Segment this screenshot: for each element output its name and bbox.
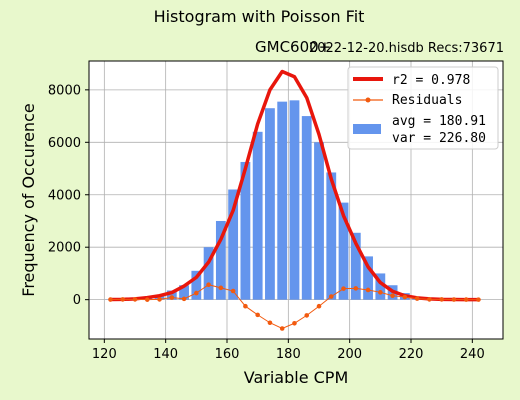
residual-point bbox=[169, 295, 175, 300]
residual-point bbox=[181, 296, 187, 302]
y-tick-label: 8000 bbox=[48, 83, 81, 98]
legend-var-label: var = 226.80 bbox=[392, 131, 486, 146]
histogram-bar bbox=[215, 220, 226, 300]
chart-file-label: 2022-12-20.hisdb Recs:73671 bbox=[309, 41, 504, 56]
residual-point bbox=[304, 313, 310, 318]
residual-point bbox=[414, 296, 420, 301]
residual-point bbox=[328, 294, 334, 299]
legend: r2 = 0.978 Residuals avg = 180.91 var = … bbox=[347, 66, 499, 150]
residual-point bbox=[144, 297, 150, 302]
histogram-bar bbox=[301, 116, 312, 300]
histogram-bar bbox=[179, 285, 189, 300]
histogram-bar bbox=[203, 247, 214, 300]
chart-title: Histogram with Poisson Fit bbox=[154, 7, 365, 26]
y-tick-label: 4000 bbox=[48, 188, 81, 203]
histogram-bar bbox=[338, 202, 349, 300]
x-tick-label: 140 bbox=[153, 347, 178, 362]
residual-point bbox=[439, 297, 444, 302]
histogram-bar bbox=[289, 100, 300, 300]
y-tick-label: 0 bbox=[73, 293, 81, 308]
residuals-layer bbox=[108, 282, 481, 331]
chart-device-label: GMC600+ bbox=[255, 38, 331, 56]
residual-point bbox=[206, 282, 211, 288]
residual-point bbox=[316, 303, 322, 309]
histogram-bar bbox=[277, 101, 288, 300]
x-tick-label: 120 bbox=[92, 347, 117, 362]
y-tick-label: 2000 bbox=[48, 241, 81, 256]
residual-point bbox=[463, 297, 469, 302]
histogram-bar bbox=[228, 189, 239, 300]
ticks-layer: 120 140 160 180 200 220 240 0 2000 4000 6000 8000 bbox=[48, 83, 485, 362]
legend-box bbox=[347, 66, 499, 150]
residual-point bbox=[353, 286, 359, 291]
histogram-bar bbox=[240, 161, 251, 300]
histogram-bar bbox=[191, 270, 202, 300]
histogram-bar bbox=[363, 256, 373, 300]
residual-point bbox=[427, 297, 432, 302]
histogram-bar bbox=[375, 273, 386, 300]
legend-residuals-label: Residuals bbox=[392, 93, 462, 108]
residual-point bbox=[132, 297, 138, 302]
residual-point bbox=[341, 286, 346, 291]
x-tick-label: 160 bbox=[215, 347, 240, 362]
legend-residuals-marker bbox=[365, 97, 371, 103]
y-tick-label: 6000 bbox=[48, 136, 81, 151]
x-tick-label: 200 bbox=[337, 347, 362, 362]
x-axis-label: Variable CPM bbox=[244, 368, 349, 387]
histogram-bar bbox=[252, 131, 263, 300]
residual-point bbox=[255, 312, 260, 318]
residual-point bbox=[267, 320, 273, 326]
histogram-bar bbox=[326, 172, 337, 300]
residual-point bbox=[120, 297, 126, 302]
residual-point bbox=[402, 294, 408, 300]
residual-point bbox=[194, 290, 199, 296]
x-tick-label: 180 bbox=[276, 347, 301, 362]
residual-point bbox=[378, 290, 383, 295]
y-axis-label: Frequency of Occurence bbox=[19, 103, 38, 296]
legend-avg-label: avg = 180.91 bbox=[392, 114, 486, 129]
histogram-bar bbox=[314, 142, 324, 300]
plot-frame bbox=[88, 60, 504, 340]
residual-point bbox=[243, 303, 248, 309]
residual-point bbox=[157, 297, 162, 302]
residual-point bbox=[292, 320, 297, 326]
residual-point bbox=[279, 326, 285, 331]
legend-histogram-swatch bbox=[353, 124, 381, 134]
x-tick-label: 240 bbox=[460, 347, 485, 362]
residual-point bbox=[108, 297, 113, 302]
residual-point bbox=[230, 288, 236, 294]
histogram-bar bbox=[166, 290, 177, 300]
x-tick-label: 220 bbox=[399, 347, 424, 362]
residual-point bbox=[451, 297, 457, 302]
histogram-bar bbox=[350, 232, 361, 300]
residual-point bbox=[390, 293, 395, 299]
histogram-bar bbox=[265, 108, 275, 300]
legend-fit-label: r2 = 0.978 bbox=[392, 73, 470, 88]
residual-point bbox=[476, 297, 481, 302]
residual-point bbox=[218, 285, 224, 291]
residual-point bbox=[365, 287, 371, 293]
